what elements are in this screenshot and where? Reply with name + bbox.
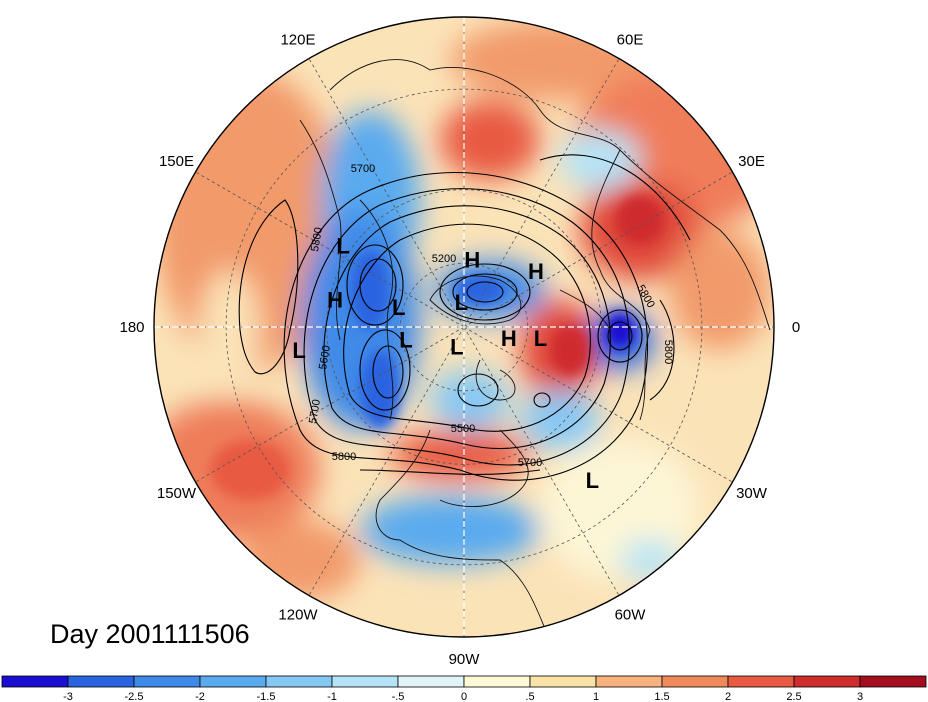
meridian-line bbox=[463, 156, 759, 328]
low-pressure-marker: L bbox=[450, 335, 463, 360]
colorbar-swatch bbox=[67, 675, 135, 688]
colorbar-label: -2.5 bbox=[125, 691, 144, 702]
height-contours bbox=[238, 154, 691, 481]
longitude-label: 30W bbox=[736, 485, 768, 502]
longitude-label: 120E bbox=[280, 31, 315, 48]
colorbar-swatch bbox=[199, 675, 267, 688]
colorbar-label: 1.5 bbox=[654, 691, 669, 702]
polar-map: 5200550056005700570057005800580058005800… bbox=[119, 0, 800, 668]
colorbar-label: -.5 bbox=[392, 691, 405, 702]
meridian-line bbox=[463, 326, 759, 498]
contour-label: 5800 bbox=[332, 451, 356, 463]
longitude-label: 150E bbox=[159, 153, 194, 170]
longitude-label: 90E bbox=[451, 0, 478, 4]
coastlines bbox=[299, 59, 771, 637]
contour-label: 5700 bbox=[518, 457, 542, 469]
colorbar-swatch bbox=[595, 675, 663, 688]
high-pressure-marker: H bbox=[327, 288, 343, 313]
low-pressure-marker: L bbox=[399, 327, 412, 352]
colorbar-swatch bbox=[1, 675, 69, 688]
colorbar-label: 2 bbox=[725, 691, 731, 702]
meridian-line bbox=[169, 156, 465, 328]
colorbar-label: -2 bbox=[195, 691, 205, 702]
colorbar-swatch bbox=[463, 675, 531, 688]
colorbar-swatch bbox=[859, 675, 927, 688]
contour-label: 5200 bbox=[432, 253, 456, 265]
colorbar-swatch bbox=[265, 675, 333, 688]
contour-label: 5500 bbox=[451, 423, 475, 435]
high-pressure-marker: H bbox=[528, 259, 544, 284]
graticule bbox=[154, 17, 774, 637]
contour-label: 5800 bbox=[662, 340, 674, 364]
date-title: Day 2001111506 bbox=[50, 619, 250, 649]
colorbar-label: -1.5 bbox=[257, 691, 276, 702]
colorbar-swatch bbox=[727, 675, 795, 688]
longitude-label: 60W bbox=[615, 607, 647, 624]
colorbar-swatch bbox=[529, 675, 597, 688]
contour-label: 5800 bbox=[309, 226, 325, 252]
colorbar-label: 3 bbox=[857, 691, 863, 702]
parallel-line bbox=[326, 189, 602, 465]
low-pressure-marker: L bbox=[292, 338, 305, 363]
high-pressure-marker: H bbox=[501, 326, 517, 351]
colorbar: -3 -2.5 -2 -1.5 -1 -.5 0 .5 1 1.5 2 2.5 3 bbox=[1, 675, 927, 702]
longitude-label: 0 bbox=[792, 319, 800, 336]
colorbar-swatch bbox=[331, 675, 399, 688]
meridian-line bbox=[169, 326, 465, 498]
longitude-label: 90W bbox=[449, 651, 481, 668]
colorbar-label: -1 bbox=[327, 691, 337, 702]
colorbar-swatch bbox=[661, 675, 729, 688]
contour-label: 5600 bbox=[317, 344, 333, 370]
colorbar-swatch bbox=[133, 675, 201, 688]
longitude-label: 150W bbox=[157, 485, 197, 502]
low-pressure-marker: L bbox=[336, 233, 349, 258]
colorbar-swatch bbox=[397, 675, 465, 688]
colorbar-label: .5 bbox=[525, 691, 534, 702]
contour-label: 5700 bbox=[351, 163, 375, 175]
anomaly-shading bbox=[154, 17, 774, 637]
colorbar-label: 2.5 bbox=[786, 691, 801, 702]
longitude-label: 30E bbox=[738, 153, 765, 170]
low-pressure-marker: L bbox=[534, 326, 547, 351]
meridian-line bbox=[463, 326, 635, 622]
low-pressure-marker: L bbox=[586, 468, 599, 493]
low-pressure-marker: L bbox=[392, 295, 405, 320]
map-boundary bbox=[153, 16, 775, 638]
longitude-label: 120W bbox=[278, 607, 318, 624]
meridian-line bbox=[293, 32, 465, 328]
low-pressure-marker: L bbox=[455, 290, 468, 315]
longitude-label: 180 bbox=[119, 319, 144, 336]
colorbar-label: 0 bbox=[461, 691, 467, 702]
colorbar-swatch bbox=[793, 675, 861, 688]
colorbar-label: 1 bbox=[593, 691, 599, 702]
meridian-line bbox=[293, 326, 465, 622]
high-pressure-marker: H bbox=[464, 247, 480, 272]
longitude-labels: 90E 60E 30E 0 30W 60W 90W 120W 150W 180 150E 120E bbox=[119, 0, 800, 668]
contour-label: 5700 bbox=[307, 398, 323, 424]
longitude-label: 60E bbox=[617, 31, 644, 48]
colorbar-label: -3 bbox=[63, 691, 73, 702]
